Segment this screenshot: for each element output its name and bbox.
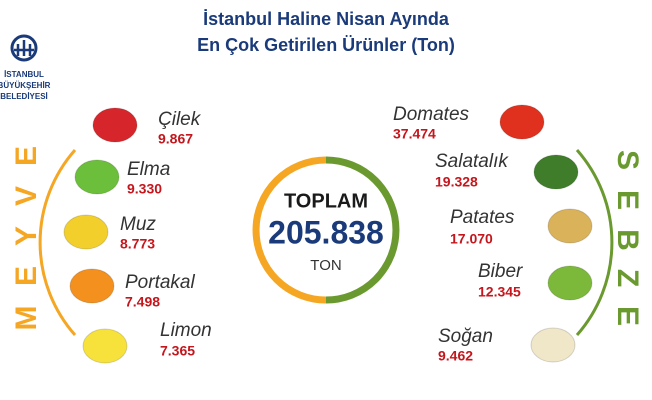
item-icon	[499, 104, 545, 140]
item-icon	[547, 265, 593, 301]
item-icon	[92, 107, 138, 143]
fruit-arc	[38, 149, 77, 336]
side-letter: S	[611, 150, 644, 170]
logo-text: BELEDİYESİ	[0, 92, 48, 101]
item-name: Soğan	[438, 326, 493, 347]
side-letter: V	[10, 186, 43, 206]
item-icon	[74, 159, 120, 195]
item-name: Portakal	[125, 272, 195, 293]
total-ring-left	[252, 156, 327, 304]
item-value: 7.498	[125, 294, 160, 310]
side-letter: E	[611, 190, 644, 210]
vegetable-arc	[575, 149, 614, 336]
title: En Çok Getirilen Ürünler (Ton)	[197, 35, 455, 55]
side-letter: Z	[611, 269, 644, 287]
total-ring-right	[325, 156, 400, 304]
item-name: Patates	[450, 207, 515, 228]
logo: İSTANBUL BÜYÜKŞEHİR BELEDİYESİ	[0, 34, 51, 101]
item-name: Limon	[160, 320, 212, 341]
side-letter: E	[10, 266, 43, 286]
item-icon	[530, 327, 576, 363]
title: İstanbul Haline Nisan Ayında	[203, 9, 450, 29]
item-icon	[547, 208, 593, 244]
total-value: 205.838	[268, 214, 384, 250]
item-name: Domates	[393, 104, 470, 125]
item-value: 37.474	[393, 126, 436, 142]
item-icon	[63, 214, 109, 250]
item-icon	[533, 154, 579, 190]
item-icon	[69, 268, 115, 304]
side-letter: M	[10, 306, 43, 331]
side-letter: E	[10, 146, 43, 166]
item-name: Elma	[127, 159, 170, 180]
side-letter: Y	[10, 226, 43, 246]
logo-text: İSTANBUL	[4, 70, 44, 79]
item-name: Muz	[120, 214, 156, 235]
total-label: TOPLAM	[284, 190, 368, 212]
item-value: 17.070	[450, 231, 493, 247]
item-name: Çilek	[158, 109, 202, 130]
total-unit: TON	[310, 257, 341, 274]
item-value: 19.328	[435, 174, 478, 190]
logo-text: BÜYÜKŞEHİR	[0, 81, 51, 90]
item-value: 9.462	[438, 348, 473, 364]
item-value: 12.345	[478, 284, 521, 300]
item-name: Biber	[478, 261, 523, 282]
side-letter: B	[611, 229, 644, 251]
item-name: Salatalık	[435, 151, 509, 172]
item-icon	[82, 328, 128, 364]
side-letter: E	[611, 306, 644, 326]
item-value: 9.867	[158, 131, 193, 147]
item-value: 9.330	[127, 181, 162, 197]
item-value: 7.365	[160, 343, 195, 359]
item-value: 8.773	[120, 236, 155, 252]
